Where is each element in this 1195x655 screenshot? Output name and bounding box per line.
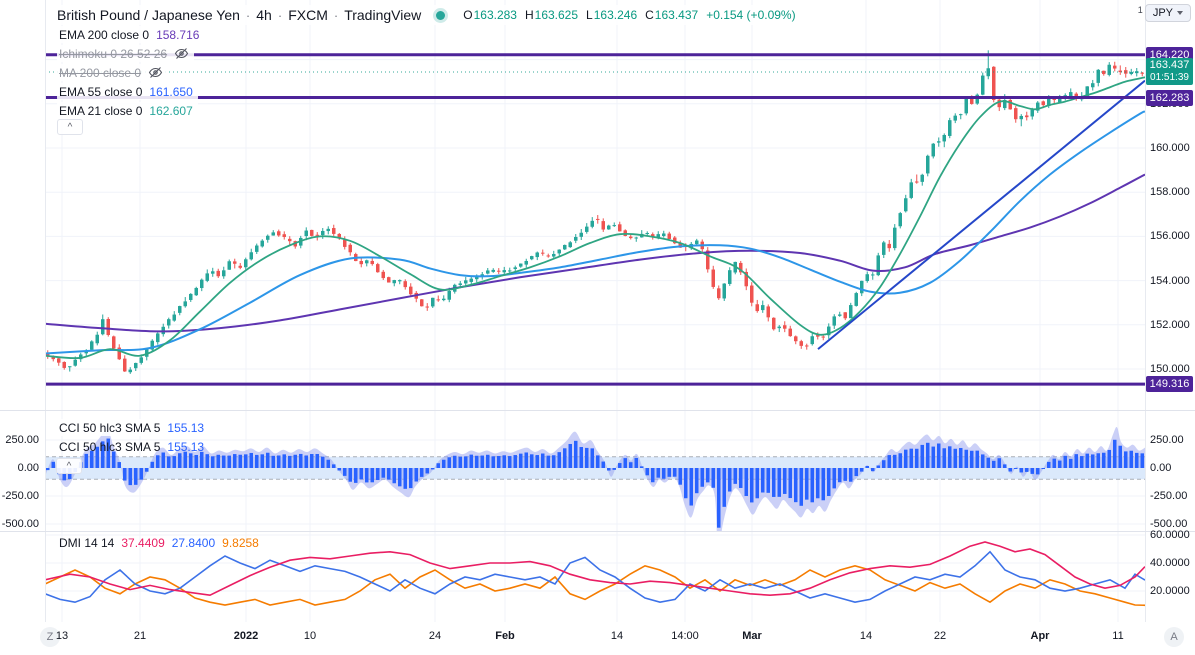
time-tick-label: Mar [742, 630, 762, 642]
indicator-title[interactable]: Ichimoku 0 26 52 26 [59, 46, 168, 61]
low-value: 163.246 [593, 8, 638, 22]
cci-pane-collapse-button[interactable]: ^ [56, 458, 82, 474]
plus-di-value: 27.8400 [171, 535, 216, 550]
dmi-indicator-pane-canvas[interactable] [45, 531, 1145, 622]
time-scale[interactable]: Z A 13 21 2022 10 24 Feb 14 14:00 Mar 14 22 Apr 11 [0, 622, 1195, 655]
right-price-scale[interactable]: 164.000162.000160.000158.000156.000154.0… [1145, 0, 1195, 622]
time-tick-label: Apr [1030, 630, 1050, 642]
currency-dropdown-button[interactable]: JPY [1144, 4, 1191, 22]
header-separator: · [333, 7, 339, 23]
time-tick-label: 24 [428, 630, 442, 642]
header-separator: · [245, 7, 251, 23]
legend-row-cci-1[interactable]: CCI 50 hlc3 SMA 5 155.13 [57, 419, 210, 436]
indicator-title[interactable]: CCI 50 hlc3 SMA 5 [59, 420, 161, 435]
last-price-label: 163.437 01:51:39 [1146, 58, 1193, 86]
cci-tick-label: 0.00 [17, 462, 39, 474]
platform-label: TradingView [344, 7, 422, 23]
left-scale-divider [45, 0, 46, 655]
dmi-tick-label: 20.0000 [1150, 585, 1190, 597]
indicator-value: 158.716 [156, 27, 200, 42]
time-tick-label: 2022 [233, 630, 259, 642]
cci-tick-label: 250.00 [1150, 434, 1184, 446]
pane-separator-dmi[interactable] [0, 531, 1195, 532]
indicator-title[interactable]: EMA 21 close 0 [59, 103, 143, 118]
time-tick-label: 13 [55, 630, 69, 642]
level-price-label: 149.316 [1146, 376, 1193, 393]
change-value: +0.154 (+0.09%) [706, 8, 796, 22]
legend-row-dmi[interactable]: DMI 14 14 37.4409 27.8400 9.8258 [57, 534, 264, 551]
indicator-value: 155.13 [167, 420, 205, 435]
legend-row-ichimoku[interactable]: Ichimoku 0 26 52 26 [57, 45, 195, 62]
currency-label: JPY [1152, 7, 1173, 19]
indicator-title[interactable]: DMI 14 14 [59, 535, 115, 550]
time-tick-label: 21 [133, 630, 147, 642]
auto-scale-button[interactable]: A [1164, 627, 1184, 647]
dmi-tick-label: 60.0000 [1150, 529, 1190, 541]
close-value: 163.437 [654, 8, 699, 22]
market-open-dot-icon [436, 10, 446, 20]
level-price-label: 162.283 [1146, 89, 1193, 106]
legend-row-ema55[interactable]: EMA 55 close 0 161.650 [57, 83, 198, 100]
indicator-title[interactable]: MA 200 close 0 [59, 65, 142, 80]
open-label: O [463, 8, 473, 22]
open-value: 163.283 [473, 8, 517, 22]
scale-unit-count: 1 [1137, 5, 1143, 15]
price-tick-label: 150.000 [1150, 363, 1190, 375]
indicator-value: 162.607 [149, 103, 193, 118]
legend-row-ma200[interactable]: MA 200 close 0 [57, 64, 169, 81]
cci-tick-label: -250.00 [1, 490, 39, 502]
indicator-value: 155.13 [167, 439, 205, 454]
time-tick-label: 10 [303, 630, 317, 642]
chevron-down-icon [1177, 11, 1183, 15]
time-tick-label: 11 [1112, 630, 1124, 642]
pane-separator-cci[interactable] [0, 410, 1195, 411]
cci-tick-label: 250.00 [5, 434, 39, 446]
eye-off-icon[interactable] [174, 46, 189, 61]
close-label: C [645, 8, 654, 22]
chart-header: British Pound / Japanese Yen · 4h · FXCM… [57, 5, 802, 25]
high-value: 163.625 [534, 8, 579, 22]
high-label: H [524, 8, 534, 22]
legend-collapse-button[interactable]: ^ [57, 119, 83, 135]
price-tick-label: 152.000 [1150, 318, 1190, 331]
time-tick-label: 14 [859, 630, 873, 642]
time-tick-label: 14 [610, 630, 624, 642]
right-scale-divider [1145, 0, 1146, 655]
cci-tick-label: -500.00 [1150, 518, 1188, 530]
cci-tick-label: 0.00 [1150, 462, 1172, 474]
currency-control: 1 JPY [1138, 4, 1191, 22]
time-tick-label: 22 [933, 630, 947, 642]
left-price-scale[interactable]: 250.00 0.00 -250.00 -500.00 [0, 0, 45, 622]
interval-label[interactable]: 4h [256, 7, 272, 23]
indicator-title[interactable]: CCI 50 hlc3 SMA 5 [59, 439, 161, 454]
symbol-title[interactable]: British Pound / Japanese Yen [57, 7, 240, 23]
price-tick-label: 160.000 [1150, 142, 1190, 154]
main-price-chart-canvas[interactable] [45, 0, 1145, 410]
indicator-value: 161.650 [149, 84, 193, 99]
legend-row-ema200[interactable]: EMA 200 close 0 158.716 [57, 26, 205, 43]
exchange-label: FXCM [288, 7, 328, 23]
price-tick-label: 156.000 [1150, 230, 1190, 243]
time-tick-label: 14:00 [671, 630, 699, 642]
time-tick-label: Feb [495, 630, 515, 642]
price-tick-label: 158.000 [1150, 186, 1190, 199]
cci-tick-label: -250.00 [1150, 490, 1188, 502]
low-label: L [586, 8, 593, 22]
bar-countdown: 01:51:39 [1150, 72, 1189, 84]
legend-row-ema21[interactable]: EMA 21 close 0 162.607 [57, 102, 198, 119]
indicator-title[interactable]: EMA 55 close 0 [59, 84, 143, 99]
price-tick-label: 154.000 [1150, 274, 1190, 287]
timezone-button[interactable]: Z [40, 627, 60, 647]
minus-di-value: 9.8258 [222, 535, 259, 550]
header-separator: · [277, 7, 283, 23]
dmi-tick-label: 40.0000 [1150, 557, 1190, 569]
ohlc-readout: O163.283 H163.625 L163.246 C163.437 +0.1… [463, 8, 795, 22]
cci-tick-label: -500.00 [1, 518, 39, 530]
adx-value: 37.4409 [121, 535, 165, 550]
legend-row-cci-2[interactable]: CCI 50 hlc3 SMA 5 155.13 [57, 438, 209, 455]
indicator-title[interactable]: EMA 200 close 0 [59, 27, 150, 42]
eye-off-icon[interactable] [148, 65, 163, 80]
cci-indicator-pane-canvas[interactable] [45, 410, 1145, 531]
